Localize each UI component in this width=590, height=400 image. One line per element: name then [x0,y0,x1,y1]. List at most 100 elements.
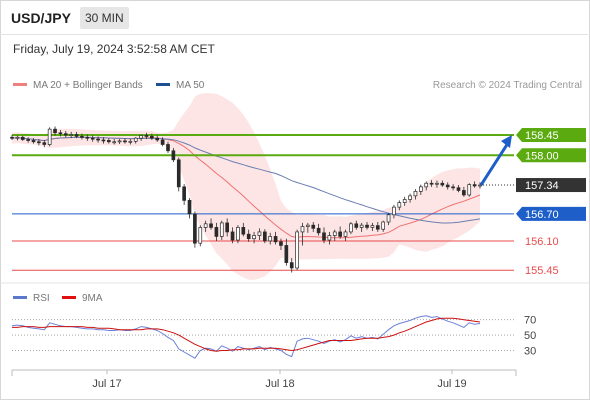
candle-body [322,232,326,241]
x-tick-label: Jul 18 [265,378,294,390]
candle-body [117,140,122,143]
candle-body [96,138,100,141]
legend-ma20-swatch [13,82,27,86]
forecast-arrow-shaft [479,142,510,186]
legend-rsi: RSI [13,293,50,304]
x-tick-label: Jul 17 [92,378,121,390]
candle-body [289,262,294,269]
legend-rsi-swatch [13,295,27,299]
legend-ma50-label: MA 50 [176,80,205,91]
candle-body [381,221,386,230]
candle-body [424,182,429,188]
legend-rsi-ma-swatch [62,295,76,299]
candle-body [74,134,79,137]
candle-body [155,137,160,141]
forecast-arrow-head [501,135,512,149]
legend-rsi-ma-label: 9MA [82,293,103,304]
last-price-tag [516,178,586,193]
candle-body [402,199,407,203]
candle-body [418,186,423,192]
candle-body [284,245,289,263]
legend-rsi-ma: 9MA [62,293,103,304]
candle-body [392,206,396,216]
candle-body [101,139,106,142]
candle-body [123,140,127,143]
candle-body [47,128,52,145]
legend-ma20-bb: MA 20 + Bollinger Bands [13,80,143,91]
candle-body [440,182,445,186]
candle-body [467,184,472,196]
candle-body [316,227,321,234]
candle-body [171,150,176,161]
candle-body [193,213,197,244]
legend-ma20-label: MA 20 + Bollinger Bands [33,80,143,91]
candle-body [279,241,283,246]
datetime-label: Friday, July 19, 2024 3:52:58 AM CET [13,42,215,56]
level-label-158.45: 158.45 [525,130,559,142]
level-label-155.45: 155.45 [525,265,559,277]
candle-body [26,139,30,141]
candle-body [187,200,192,215]
candle-body [451,186,455,189]
candle-body [375,225,380,230]
candle-body [150,136,154,139]
candle-body [90,137,95,140]
candle-body [241,227,246,235]
candle-body [456,187,461,191]
rsi-ma-line [12,317,481,352]
candle-body [354,223,359,228]
level-label-156.10: 156.10 [525,236,559,248]
candle-body [85,136,90,139]
timeframe-badge[interactable]: 30 MIN [80,7,129,29]
rsi-level-label-50: 50 [524,330,536,342]
candle-body [365,224,369,228]
candle-body [478,184,482,187]
candle-body [327,235,332,241]
symbol-label: USD/JPY [11,10,71,26]
rsi-level-label-70: 70 [524,315,536,327]
candle-body [133,137,138,142]
candle-body [214,227,219,237]
legend-ma50-swatch [156,82,170,86]
candle-body [230,231,235,241]
candle-body [343,231,348,237]
candle-body [445,184,450,188]
candle-body [128,140,133,143]
candle-body [15,136,20,139]
level-label-156.70: 156.70 [525,209,559,221]
candle-body [182,186,186,201]
candle-body [268,236,273,242]
candle-body [31,140,36,143]
candle-body [462,190,466,196]
legend-ma50: MA 50 [156,80,204,91]
candle-body [144,135,149,137]
candle-body [408,195,412,200]
rsi-level-label-30: 30 [524,345,536,357]
candle-body [80,136,84,138]
candle-body [112,141,117,144]
research-credit: Research © 2024 Trading Central [432,80,582,91]
ma50-line [11,136,481,224]
candle-body [37,141,41,144]
candle-body [472,184,477,187]
candle-body [370,225,375,228]
candle-body [359,224,364,228]
candle-body [42,142,47,145]
rsi-line [11,315,481,359]
candle-body [53,128,57,134]
candle-body [160,139,165,145]
candle-body [106,140,111,143]
candle-body [69,134,74,136]
candle-body [429,182,434,185]
candle-body [338,231,342,237]
candle-body [273,236,278,243]
legend-rsi-label: RSI [33,293,50,304]
pivot-tag-156.70 [516,206,586,221]
candle-body [306,224,310,227]
candle-body [63,133,68,136]
resistance-tag-158.45 [516,128,586,143]
candle-body [257,231,262,236]
candle-body [209,223,213,228]
